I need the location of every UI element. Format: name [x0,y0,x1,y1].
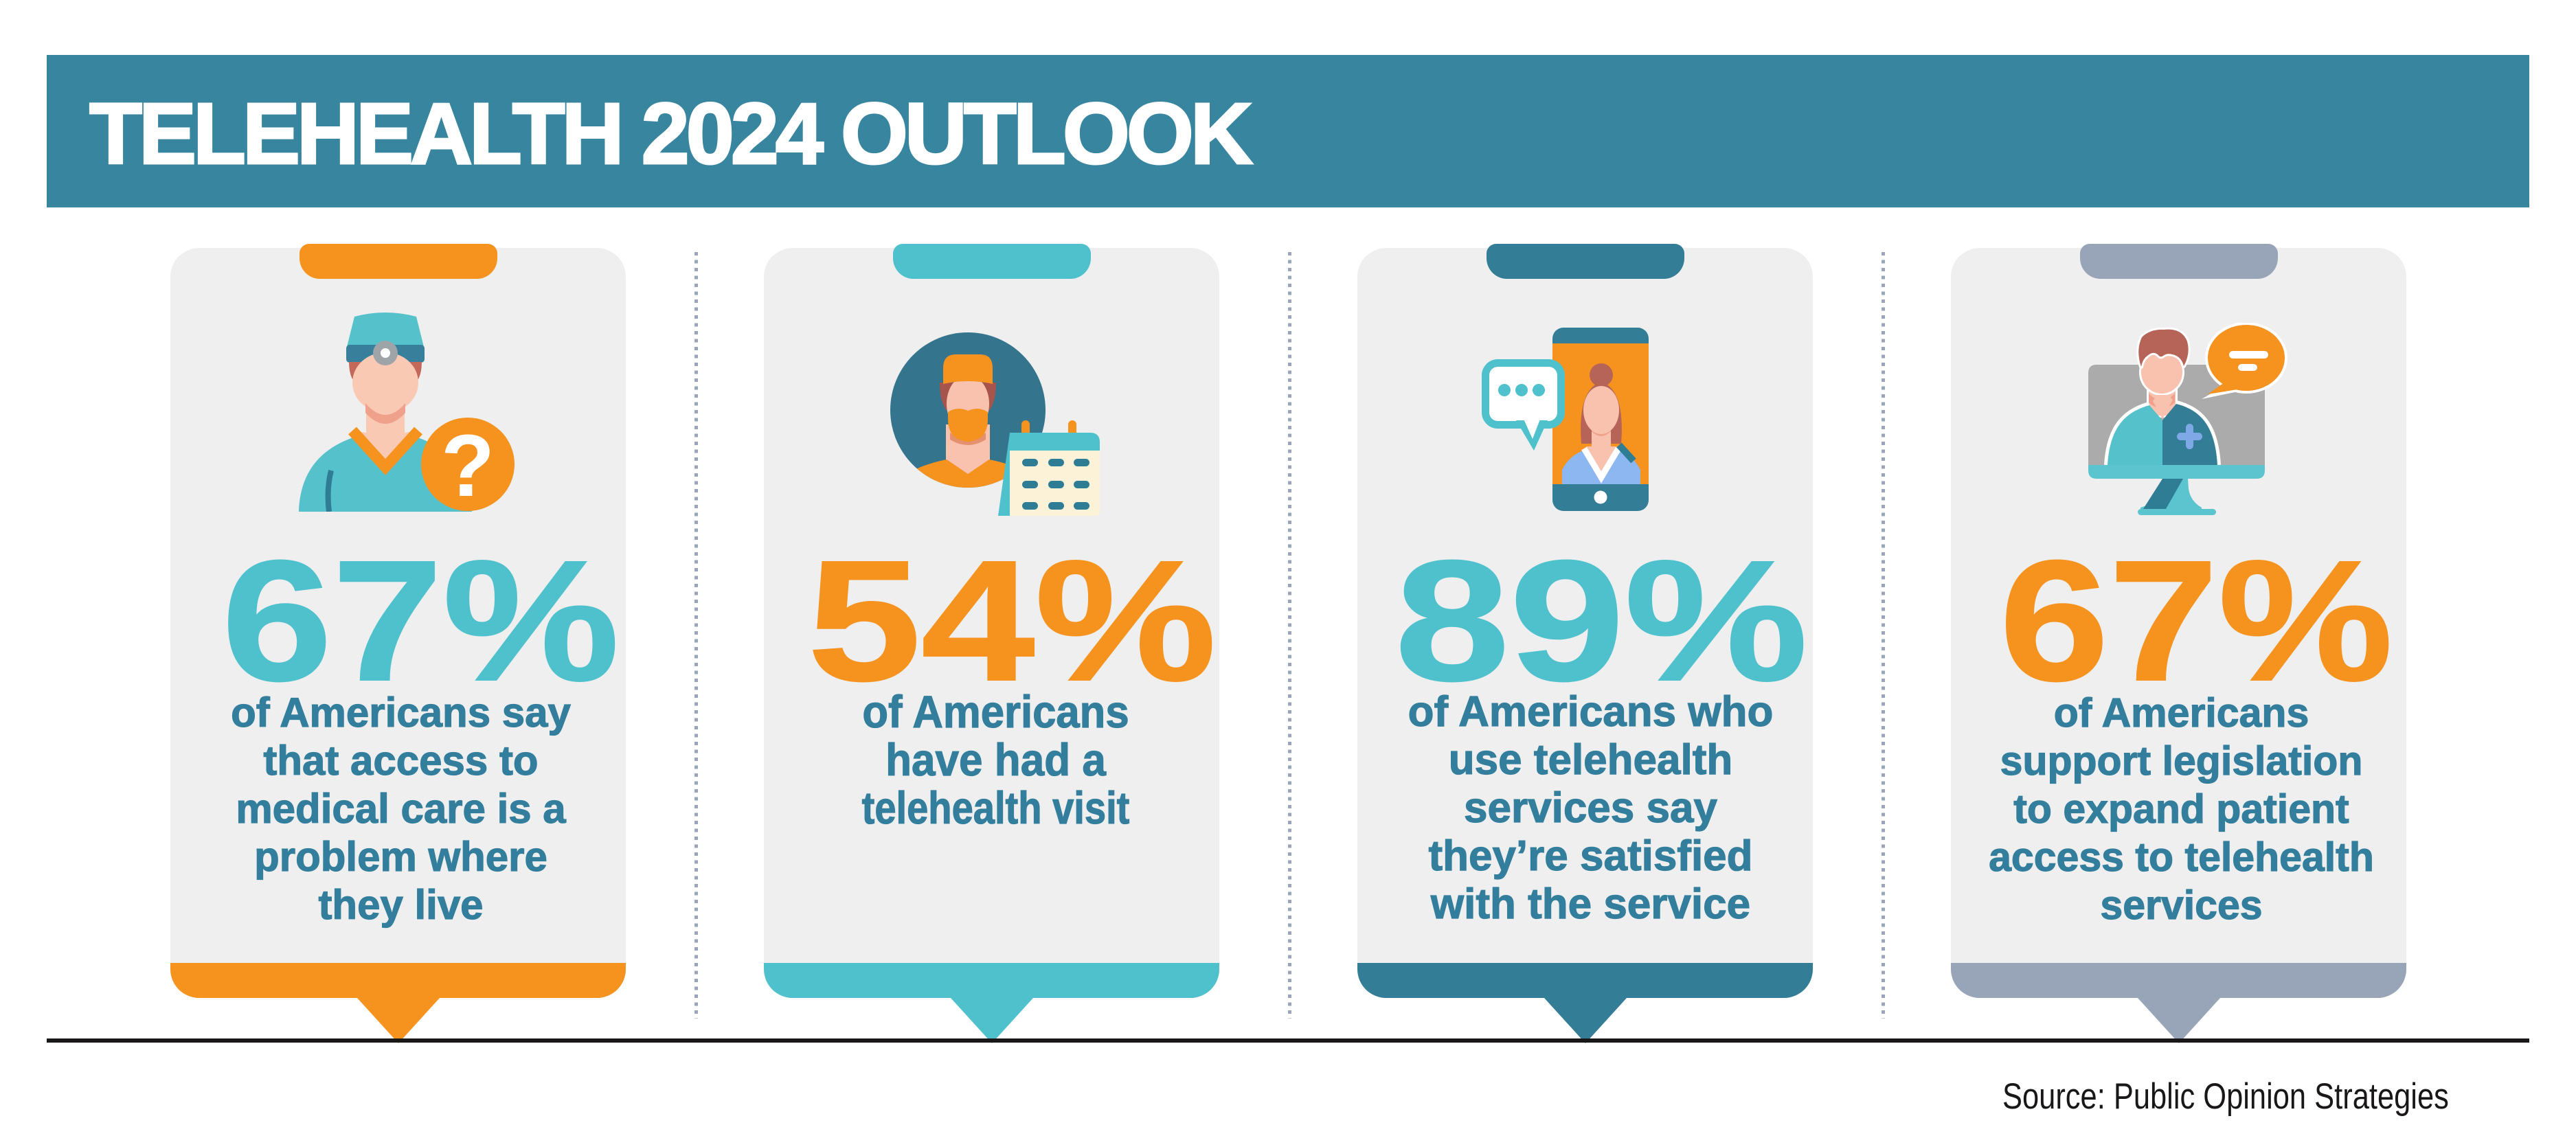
svg-text:?: ? [441,417,495,512]
